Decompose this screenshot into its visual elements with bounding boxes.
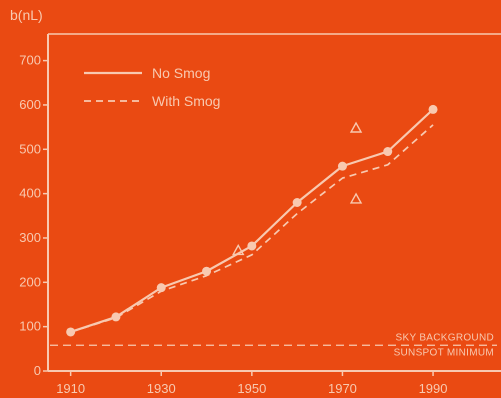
x-tick-label: 1910 (56, 381, 85, 396)
data-point (111, 312, 121, 322)
y-tick-label: 600 (19, 97, 41, 112)
data-point (337, 161, 347, 171)
reference-lines: SKY BACKGROUND SUNSPOT MINIMUM (50, 332, 497, 358)
reference-line-label: SKY BACKGROUND (396, 332, 494, 343)
triangle-point (349, 192, 363, 204)
series-group (66, 104, 438, 337)
axes (47, 33, 501, 372)
extra-points (232, 121, 363, 256)
triangle-point (349, 121, 363, 133)
y-tick-label: 400 (19, 186, 41, 201)
legend: No Smog With Smog (84, 65, 220, 109)
y-ticks: 0 100 200 300 400 500 600 700 (19, 53, 48, 378)
data-point (292, 198, 302, 207)
no-smog-line (70, 108, 434, 334)
reference-line-label: SUNSPOT MINIMUM (394, 347, 494, 358)
legend-label: With Smog (152, 93, 220, 109)
x-tick-label: 1990 (419, 381, 448, 396)
data-point (247, 241, 257, 251)
with-smog-line (70, 124, 434, 333)
data-point (383, 147, 393, 157)
y-tick-label: 500 (19, 141, 41, 156)
data-point (202, 266, 212, 276)
y-axis-label: b(nL) (10, 7, 43, 23)
y-tick-label: 200 (19, 274, 41, 289)
legend-label: No Smog (152, 65, 210, 81)
data-point (428, 104, 438, 114)
x-ticks: 1910 1930 1950 1970 1990 (56, 371, 448, 396)
x-tick-label: 1950 (237, 381, 266, 396)
triangle-point (232, 243, 245, 256)
y-tick-label: 0 (34, 363, 41, 378)
y-tick-label: 300 (19, 230, 41, 245)
x-tick-label: 1970 (328, 381, 357, 396)
y-tick-label: 700 (19, 53, 41, 68)
x-tick-label: 1930 (147, 381, 176, 396)
y-tick-label: 100 (19, 319, 41, 334)
